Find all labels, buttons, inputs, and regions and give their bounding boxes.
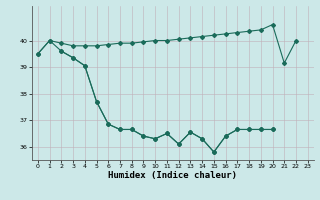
X-axis label: Humidex (Indice chaleur): Humidex (Indice chaleur) (108, 171, 237, 180)
